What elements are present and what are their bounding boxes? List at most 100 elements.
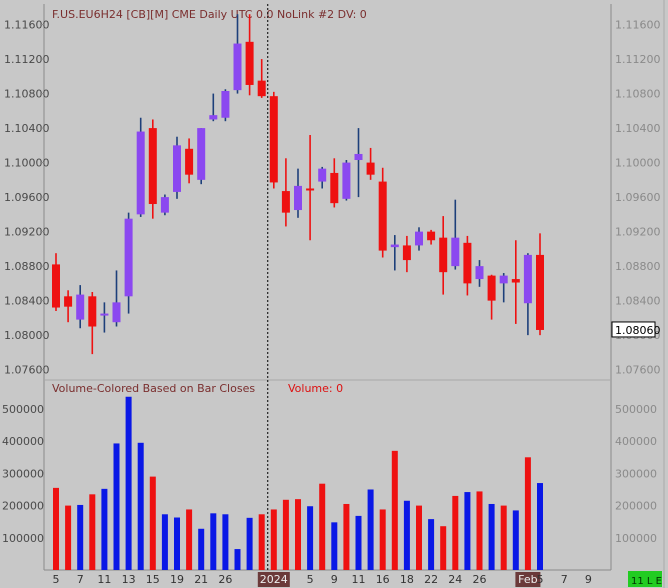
volume-tick-right: 300000 bbox=[615, 467, 657, 480]
volume-bar[interactable] bbox=[161, 514, 168, 570]
volume-bar[interactable] bbox=[125, 396, 132, 570]
volume-bar[interactable] bbox=[246, 517, 253, 570]
volume-bar[interactable] bbox=[198, 528, 205, 570]
candle-body[interactable] bbox=[451, 237, 460, 267]
candle-body[interactable] bbox=[100, 313, 109, 316]
candle-body[interactable] bbox=[245, 41, 254, 85]
candle-body[interactable] bbox=[269, 96, 278, 183]
candle-body[interactable] bbox=[390, 244, 399, 248]
candle-body[interactable] bbox=[487, 275, 496, 301]
candle-body[interactable] bbox=[427, 231, 436, 241]
volume-bar[interactable] bbox=[416, 505, 422, 570]
volume-bar[interactable] bbox=[343, 503, 350, 570]
candle-body[interactable] bbox=[148, 128, 157, 205]
volume-bar[interactable] bbox=[331, 522, 338, 570]
price-tick-right: 1.11600 bbox=[615, 19, 661, 32]
candle-body[interactable] bbox=[342, 162, 351, 199]
date-label: 16 bbox=[376, 573, 390, 586]
candle-body[interactable] bbox=[475, 266, 484, 280]
volume-bar[interactable] bbox=[403, 500, 410, 570]
candle-body[interactable] bbox=[463, 242, 472, 284]
candle-body[interactable] bbox=[415, 231, 423, 246]
candle-body[interactable] bbox=[306, 188, 315, 191]
candle-body[interactable] bbox=[52, 264, 60, 308]
volume-bar[interactable] bbox=[282, 499, 289, 570]
candle-body[interactable] bbox=[124, 218, 133, 297]
volume-bar[interactable] bbox=[113, 443, 120, 570]
price-tick-left: 1.08400 bbox=[4, 295, 50, 308]
price-tick-left: 1.11200 bbox=[4, 53, 50, 66]
volume-bar[interactable] bbox=[428, 519, 435, 570]
volume-bar[interactable] bbox=[65, 505, 72, 570]
volume-bar[interactable] bbox=[452, 495, 459, 570]
price-tick-left: 1.11600 bbox=[4, 19, 50, 32]
price-tick-right: 1.10000 bbox=[615, 157, 661, 170]
volume-bar[interactable] bbox=[537, 483, 543, 570]
volume-bar[interactable] bbox=[89, 494, 96, 570]
candle-body[interactable] bbox=[88, 296, 97, 327]
candle-body[interactable] bbox=[294, 185, 302, 211]
candle-body[interactable] bbox=[197, 128, 206, 180]
volume-bar[interactable] bbox=[319, 483, 326, 570]
candle-body[interactable] bbox=[221, 90, 230, 118]
volume-bar[interactable] bbox=[379, 509, 386, 570]
volume-bar[interactable] bbox=[174, 517, 180, 570]
volume-bar[interactable] bbox=[464, 492, 471, 570]
volume-bar[interactable] bbox=[391, 450, 398, 570]
volume-bar[interactable] bbox=[524, 457, 531, 570]
price-axis: 1.11600 1.11600 1.11200 1.11200 1.10800 1.108… bbox=[4, 19, 661, 377]
candle-body[interactable] bbox=[536, 254, 544, 330]
candle-body[interactable] bbox=[366, 162, 375, 175]
price-tick-right: 1.10400 bbox=[615, 122, 661, 135]
candle-body[interactable] bbox=[402, 245, 411, 261]
candle-body[interactable] bbox=[499, 275, 508, 284]
candle-body[interactable] bbox=[281, 191, 290, 213]
price-tick-left: 1.09200 bbox=[4, 226, 50, 239]
volume-bar[interactable] bbox=[270, 509, 277, 570]
candle-body[interactable] bbox=[112, 302, 121, 323]
candle-body[interactable] bbox=[76, 294, 85, 320]
volume-bar[interactable] bbox=[210, 513, 217, 570]
volume-bar[interactable] bbox=[367, 489, 374, 570]
volume-bar[interactable] bbox=[234, 549, 241, 570]
candle-body[interactable] bbox=[173, 145, 181, 192]
date-label: 19 bbox=[170, 573, 184, 586]
candle-body[interactable] bbox=[160, 197, 169, 213]
date-label: Feb bbox=[518, 573, 537, 586]
candle-body[interactable] bbox=[233, 43, 242, 91]
volume-bar[interactable] bbox=[149, 476, 156, 570]
volume-bar[interactable] bbox=[355, 515, 362, 570]
candle-body[interactable] bbox=[511, 279, 520, 283]
date-label: 9 bbox=[331, 573, 338, 586]
volume-bar[interactable] bbox=[186, 509, 193, 570]
candle-body[interactable] bbox=[318, 168, 327, 182]
volume-label: Volume: 0 bbox=[288, 382, 343, 395]
volume-bar[interactable] bbox=[101, 488, 108, 570]
volume-bar[interactable] bbox=[137, 442, 144, 570]
volume-bar[interactable] bbox=[77, 504, 84, 570]
candle-body[interactable] bbox=[439, 237, 448, 273]
volume-bar[interactable] bbox=[53, 487, 59, 570]
candle-body[interactable] bbox=[378, 181, 387, 251]
candle-body[interactable] bbox=[64, 296, 73, 307]
candle-body[interactable] bbox=[354, 153, 363, 161]
candle-body[interactable] bbox=[257, 80, 266, 97]
candle-body[interactable] bbox=[209, 115, 218, 120]
volume-bar[interactable] bbox=[488, 503, 495, 570]
price-tick-right: 1.10800 bbox=[615, 88, 661, 101]
volume-bar[interactable] bbox=[222, 514, 229, 570]
candle-body[interactable] bbox=[330, 172, 339, 204]
status-badge-bg bbox=[628, 571, 662, 587]
volume-bar[interactable] bbox=[307, 506, 314, 570]
volume-bar[interactable] bbox=[258, 514, 265, 570]
volume-bar[interactable] bbox=[440, 526, 447, 570]
volume-bar[interactable] bbox=[476, 491, 483, 570]
candle-body[interactable] bbox=[136, 131, 145, 215]
candle-body[interactable] bbox=[523, 254, 532, 304]
candle-body[interactable] bbox=[185, 148, 194, 175]
volume-bar[interactable] bbox=[295, 499, 301, 570]
volume-bar[interactable] bbox=[512, 510, 519, 570]
volume-bar[interactable] bbox=[500, 505, 507, 570]
price-tick-left: 1.10400 bbox=[4, 122, 50, 135]
